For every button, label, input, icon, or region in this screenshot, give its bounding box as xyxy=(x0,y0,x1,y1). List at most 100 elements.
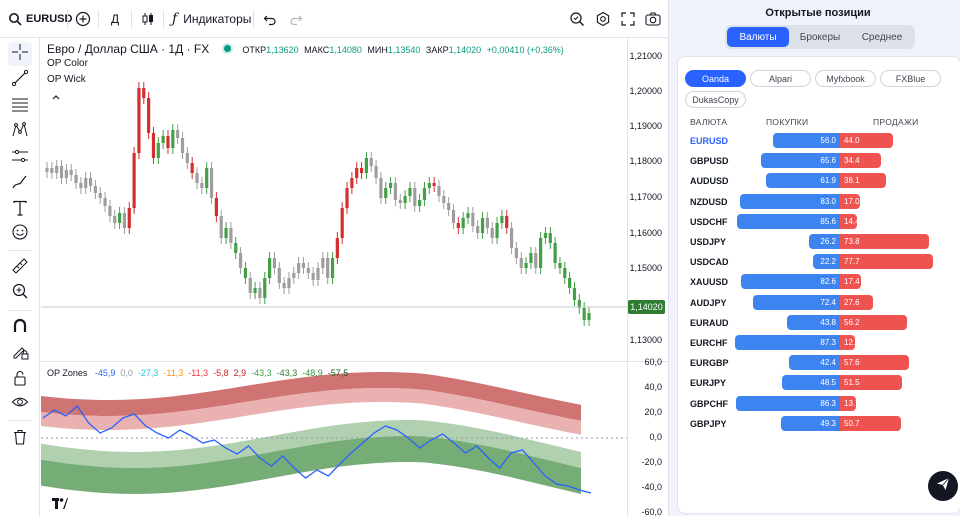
candle-body xyxy=(50,168,54,173)
row-pair[interactable]: USDCHF xyxy=(690,216,728,227)
candle-body xyxy=(403,196,407,203)
candle-body xyxy=(69,170,73,175)
interval-button[interactable]: Д xyxy=(111,0,119,38)
panel-tabs: Валюты Брокеры Среднее xyxy=(725,25,915,49)
magnet-tool[interactable] xyxy=(8,316,32,340)
emoji-tool[interactable] xyxy=(8,222,32,246)
telegram-button[interactable] xyxy=(928,471,958,501)
tab-brokers[interactable]: Брокеры xyxy=(799,31,841,43)
indicators-button[interactable]: ƒ Индикаторы xyxy=(172,0,251,38)
broker-chip-fxblue[interactable]: FXBlue xyxy=(880,70,941,87)
trend-line-tool[interactable] xyxy=(8,68,32,92)
candle-body xyxy=(219,216,223,238)
chart-title[interactable]: Евро / Доллар США · 1Д · FX xyxy=(47,42,210,56)
row-pair[interactable]: GBPJPY xyxy=(690,418,727,429)
sell-bar: 73.8 xyxy=(840,234,929,249)
candle-body xyxy=(103,198,107,206)
tab-currencies[interactable]: Валюты xyxy=(727,27,789,47)
broker-chip-oanda[interactable]: Oanda xyxy=(685,70,746,87)
pattern-tool[interactable] xyxy=(8,120,32,144)
candle-body xyxy=(427,183,431,188)
crosshair-tool[interactable] xyxy=(8,42,32,66)
fullscreen-icon xyxy=(621,12,635,26)
function-icon: ƒ xyxy=(172,11,178,27)
candle-body xyxy=(316,268,320,280)
fib-tool[interactable] xyxy=(8,94,32,118)
row-pair[interactable]: EURGBP xyxy=(690,358,729,369)
screenshot-button[interactable] xyxy=(645,0,661,38)
camera-icon xyxy=(645,12,661,26)
tradingview-logo[interactable] xyxy=(52,498,68,512)
indicator-legend-op-color[interactable]: OP Color xyxy=(47,58,88,69)
brush-tool[interactable] xyxy=(8,172,32,196)
trash-icon xyxy=(11,428,29,451)
row-pair[interactable]: USDJPY xyxy=(690,237,727,247)
tab-average[interactable]: Среднее xyxy=(861,31,903,43)
sell-bar: 50.7 xyxy=(840,415,901,431)
symbol-search[interactable]: EURUSD xyxy=(8,0,72,38)
compare-button[interactable] xyxy=(75,0,91,38)
candle-body xyxy=(514,248,519,258)
fullscreen-button[interactable] xyxy=(621,0,635,38)
row-pair[interactable]: AUDJPY xyxy=(690,297,727,308)
undo-button[interactable] xyxy=(263,0,277,38)
candle-body xyxy=(248,278,252,293)
broker-chip-dukascopy[interactable]: DukasCopy xyxy=(685,91,746,108)
prediction-tool[interactable] xyxy=(8,146,32,170)
remove-drawings-tool[interactable] xyxy=(8,427,32,451)
row-pair[interactable]: EURUSD xyxy=(690,136,729,146)
redo-button[interactable] xyxy=(289,0,303,38)
row-pair[interactable]: AUDUSD xyxy=(690,176,729,187)
settings-button[interactable] xyxy=(595,0,611,38)
candles-icon xyxy=(140,11,156,27)
row-pair[interactable]: EURCHF xyxy=(690,338,728,348)
hide-drawings-tool[interactable] xyxy=(8,392,32,416)
lock-all-tool[interactable] xyxy=(8,368,32,392)
row-pair[interactable]: GBPUSD xyxy=(690,156,729,167)
candle-body xyxy=(84,178,88,188)
indicator-legend-op-wick[interactable]: OP Wick xyxy=(47,74,86,85)
low-value: 1,13540 xyxy=(387,45,421,55)
price-scale[interactable]: 1,21000 1,20000 1,19000 1,18000 1,17000 1,160… xyxy=(627,38,668,516)
row-pair[interactable]: EURAUD xyxy=(690,317,729,328)
candle-body xyxy=(398,200,402,203)
row-pair[interactable]: EURJPY xyxy=(690,378,727,389)
broker-chip-myfxbook[interactable]: Myfxbook xyxy=(815,70,876,87)
text-tool[interactable] xyxy=(8,198,32,222)
chart-pane[interactable] xyxy=(41,38,627,516)
pane-separator[interactable] xyxy=(41,361,668,362)
candle-body xyxy=(117,213,122,223)
candle-body xyxy=(345,188,349,208)
magnet-icon xyxy=(11,317,29,340)
buy-bar: 87.3 xyxy=(735,335,840,350)
ruler-tool[interactable] xyxy=(8,256,32,280)
price-tick: 1,19000 xyxy=(629,121,662,131)
chart-type-button[interactable] xyxy=(140,0,156,38)
candle-body xyxy=(113,216,117,223)
candle-body xyxy=(108,206,112,216)
op-zones-value: -43,3 xyxy=(276,368,298,378)
brush-icon xyxy=(11,173,29,196)
row-pair[interactable]: XAUUSD xyxy=(690,277,729,288)
market-status-dot xyxy=(224,45,232,52)
candle-body xyxy=(447,203,451,210)
quick-search-button[interactable] xyxy=(569,0,585,38)
text-icon xyxy=(11,199,29,222)
candle-body xyxy=(500,216,504,223)
zoom-tool[interactable] xyxy=(8,281,32,305)
buy-bar: 26.2 xyxy=(808,234,840,249)
gear-icon xyxy=(595,11,611,27)
oscillator-tick: 60,0 xyxy=(644,357,662,367)
row-pair[interactable]: USDCAD xyxy=(690,257,729,268)
candle-body xyxy=(127,208,131,228)
buy-bar: 42.4 xyxy=(789,355,840,371)
chart-legend: Евро / Доллар США · 1Д · FX ОТКР1,13620 … xyxy=(47,42,564,56)
collapse-legend-button[interactable] xyxy=(47,89,65,103)
row-pair[interactable]: NZDUSD xyxy=(690,196,728,207)
candle-body xyxy=(379,178,383,198)
op-zones-label[interactable]: OP Zones xyxy=(47,368,88,378)
broker-chip-alpari[interactable]: Alpari xyxy=(750,70,811,87)
lock-drawing-tool[interactable] xyxy=(8,342,32,366)
row-pair[interactable]: GBPCHF xyxy=(690,398,728,409)
candle-body xyxy=(359,168,364,173)
